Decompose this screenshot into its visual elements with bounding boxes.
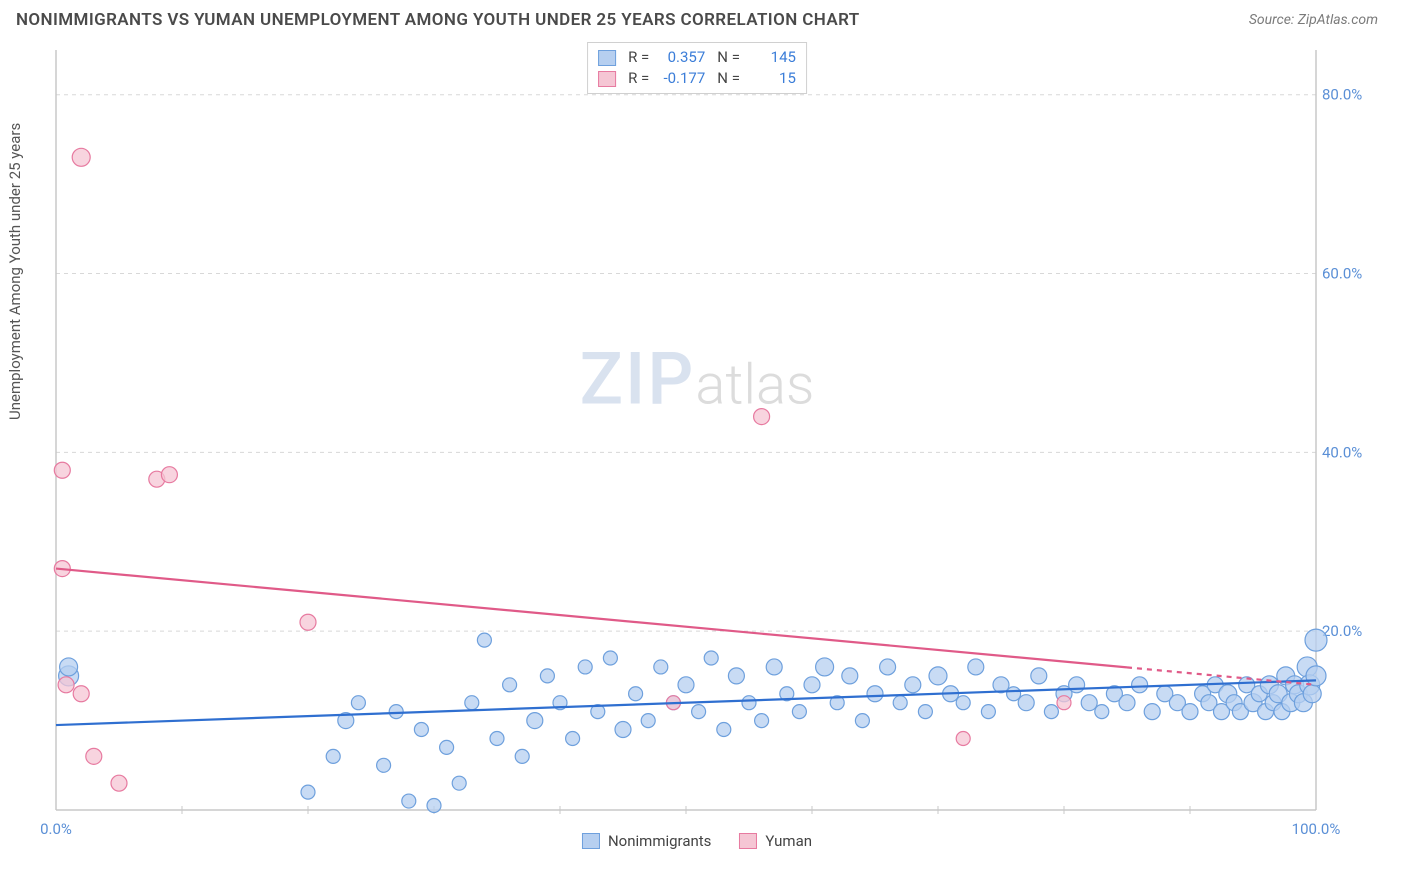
legend-row-yuman: R = -0.177 N = 15 xyxy=(598,68,796,89)
swatch-yuman xyxy=(598,71,616,87)
svg-text:60.0%: 60.0% xyxy=(1322,265,1362,283)
swatch-yuman-icon xyxy=(739,833,757,849)
y-axis-label: Unemployment Among Youth under 25 years xyxy=(6,123,24,420)
legend-item-nonimmigrants: Nonimmigrants xyxy=(582,832,711,850)
svg-text:0.0%: 0.0% xyxy=(40,820,72,838)
scatter-chart: 20.0% 40.0% 60.0% 80.0% 0.0% 100.0% xyxy=(16,40,1376,846)
chart-area: Unemployment Among Youth under 25 years … xyxy=(16,40,1378,846)
svg-text:100.0%: 100.0% xyxy=(1292,820,1341,838)
correlation-legend: R = 0.357 N = 145 R = -0.177 N = 15 xyxy=(587,42,807,94)
legend-item-yuman: Yuman xyxy=(739,832,812,850)
svg-text:80.0%: 80.0% xyxy=(1322,86,1362,104)
chart-title: NONIMMIGRANTS VS YUMAN UNEMPLOYMENT AMON… xyxy=(16,10,860,30)
legend-row-nonimmigrants: R = 0.357 N = 145 xyxy=(598,47,796,68)
series-legend: Nonimmigrants Yuman xyxy=(582,832,812,850)
swatch-nonimmigrants-icon xyxy=(582,833,600,849)
source-label: Source: ZipAtlas.com xyxy=(1249,12,1378,28)
svg-text:40.0%: 40.0% xyxy=(1322,443,1362,461)
swatch-nonimmigrants xyxy=(598,50,616,66)
svg-text:20.0%: 20.0% xyxy=(1322,622,1362,640)
